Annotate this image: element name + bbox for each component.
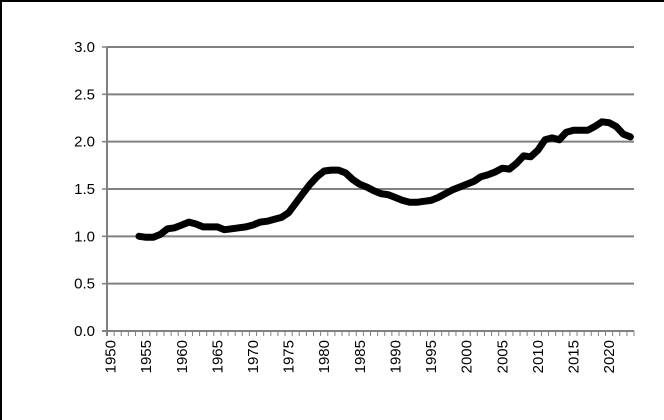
gridlines — [107, 46, 634, 285]
y-tick-label: 1.5 — [74, 181, 95, 198]
x-tick-label: 1985 — [352, 340, 369, 373]
x-tick-label: 1975 — [281, 340, 298, 373]
y-tick-label: 0.5 — [74, 276, 95, 293]
x-tick-label: 1955 — [138, 340, 155, 373]
x-tick-label: 2010 — [530, 340, 547, 373]
x-tick-label: 1970 — [245, 340, 262, 373]
x-tick-label: 1990 — [387, 340, 404, 373]
x-tick-label: 2000 — [459, 340, 476, 373]
y-tick-label: 2.0 — [74, 134, 95, 151]
y-tick-label: 2.5 — [74, 86, 95, 103]
x-tick-label: 2020 — [601, 340, 618, 373]
y-axis-tick-labels: 0.0 0.5 1.0 1.5 2.0 2.5 3.0 — [74, 39, 95, 340]
x-tick-label: 1965 — [209, 340, 226, 373]
y-tick-label: 0.0 — [74, 323, 95, 340]
data-series-line — [135, 118, 634, 241]
x-tick-label: 1980 — [316, 340, 333, 373]
x-tick-label: 1950 — [103, 340, 120, 373]
axes — [102, 46, 635, 336]
x-tick-label: 1995 — [423, 340, 440, 373]
y-tick-label: 3.0 — [74, 39, 95, 56]
x-tick-label: 2015 — [565, 340, 582, 373]
y-tick-label: 1.0 — [74, 228, 95, 245]
x-axis-tick-labels: 1950 1955 1960 1965 1970 1975 1980 1985 1990 1995… — [103, 340, 619, 373]
x-tick-label: 1960 — [174, 340, 191, 373]
x-tick-label: 2005 — [494, 340, 511, 373]
